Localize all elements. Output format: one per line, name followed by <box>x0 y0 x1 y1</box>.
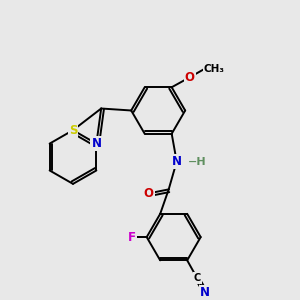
Text: O: O <box>144 187 154 200</box>
Text: O: O <box>185 71 195 84</box>
Text: S: S <box>69 124 77 137</box>
Text: −H: −H <box>188 157 206 166</box>
Text: C: C <box>194 273 201 283</box>
Text: N: N <box>92 137 101 150</box>
Text: N: N <box>200 286 210 298</box>
Text: F: F <box>128 231 136 244</box>
Text: N: N <box>172 155 182 168</box>
Text: CH₃: CH₃ <box>204 64 225 74</box>
